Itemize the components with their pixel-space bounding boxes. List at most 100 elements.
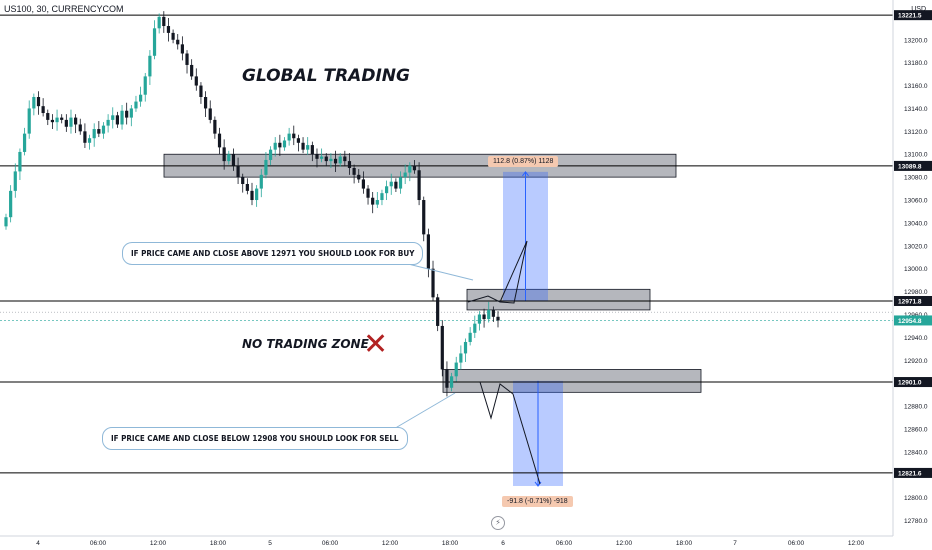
candle-body <box>227 154 231 162</box>
candle-body <box>268 149 273 160</box>
price-tick-label: 12880.0 <box>904 404 928 411</box>
price-tick-label: 12860.0 <box>904 426 928 433</box>
candle-body <box>250 190 254 201</box>
candle-body <box>134 101 138 109</box>
price-axis[interactable]: 12780.012800.012820.012840.012860.012880… <box>892 0 932 550</box>
candle-body <box>315 154 319 159</box>
candle-body <box>273 142 277 150</box>
price-tick-label: 13060.0 <box>904 198 928 205</box>
candle-body <box>111 115 115 120</box>
buy-projection-path <box>467 240 528 304</box>
time-tick-label: 06:00 <box>556 540 573 547</box>
candle-body <box>194 76 198 86</box>
candle-body <box>101 125 106 134</box>
candle-body <box>78 124 82 132</box>
price-tick-label: 13200.0 <box>904 37 928 44</box>
time-axis[interactable]: 4 06:00 12:00 18:00 5 06:00 12:00 18:00 6 06:00 12… <box>0 535 893 547</box>
candle-body <box>236 165 240 178</box>
candle-body <box>129 108 133 118</box>
price-tick-label: 13120.0 <box>904 129 928 136</box>
candle-body <box>36 97 41 107</box>
price-label-text: 12901.0 <box>898 380 922 387</box>
candle-body <box>92 129 96 139</box>
candle-body <box>436 297 440 326</box>
price-tick-label: 12920.0 <box>904 358 928 365</box>
consolidation-zone <box>442 369 702 393</box>
candle-body <box>222 147 226 162</box>
candle-body <box>148 55 152 77</box>
price-tick-label: 12780.0 <box>904 518 928 525</box>
candle-body <box>120 110 124 125</box>
price-tick-label: 13040.0 <box>904 220 928 227</box>
candle-body <box>426 234 430 269</box>
buy-measure-label: 112.8 (0.87%) 1128 <box>488 156 559 167</box>
candle-body <box>69 117 73 127</box>
candle-body <box>143 76 147 95</box>
candle-body <box>139 94 143 102</box>
candle-body <box>338 156 342 164</box>
candle-body <box>403 172 407 178</box>
time-tick-label: 12:00 <box>848 540 865 547</box>
candle-body <box>46 113 50 120</box>
candle-body <box>333 158 338 164</box>
projected-paths <box>391 240 541 485</box>
price-tick-label: 12800.0 <box>904 495 928 502</box>
candle-body <box>496 316 500 321</box>
candle-body <box>287 133 291 141</box>
brand-title: GLOBAL TRADING <box>242 66 410 86</box>
time-tick-label: 06:00 <box>322 540 339 547</box>
candle-body <box>213 119 217 134</box>
time-tick-label: 7 <box>733 540 737 547</box>
candle-body <box>380 193 384 201</box>
candle-body <box>347 161 352 168</box>
candle-body <box>55 117 59 123</box>
sell-callout-pointer <box>391 392 456 431</box>
candle-body <box>445 369 449 388</box>
candle-body <box>125 110 129 118</box>
time-tick-label: 06:00 <box>90 540 107 547</box>
candle-body <box>361 179 365 189</box>
price-axis-bg <box>893 0 932 550</box>
sell-projection-path <box>479 381 541 485</box>
candle-body <box>171 32 175 40</box>
price-tick-label: 13100.0 <box>904 152 928 159</box>
candle-body <box>454 362 458 377</box>
candle-body <box>245 184 249 191</box>
candle-body <box>60 117 64 120</box>
price-tick-label: 13080.0 <box>904 175 928 182</box>
candle-body <box>398 177 403 189</box>
sell-condition-note: IF PRICE CAME AND CLOSE BELOW 12908 YOU … <box>102 427 408 450</box>
candle-body <box>477 314 482 324</box>
sell-measure-label: -91.8 (-0.71%) -918 <box>502 496 573 507</box>
lightning-icon[interactable]: ⚡ <box>491 516 505 530</box>
candle-body <box>449 376 454 388</box>
candle-body <box>366 188 370 198</box>
candle-body <box>9 190 13 218</box>
price-label-text: 13221.5 <box>898 13 922 20</box>
candle-body <box>412 165 417 171</box>
candle-body <box>185 53 189 65</box>
candle-body <box>166 26 171 33</box>
candle-body <box>385 186 389 194</box>
arrow-head-icon <box>522 171 529 177</box>
candle-body <box>190 64 194 77</box>
candle-body <box>176 39 180 45</box>
price-label-tag <box>894 377 932 388</box>
candle-body <box>50 119 55 123</box>
buy-condition-note: IF PRICE CAME AND CLOSE ABOVE 12971 YOU … <box>122 242 424 265</box>
candle-body <box>18 151 22 172</box>
candle-body <box>180 44 184 54</box>
candle-body <box>241 177 245 184</box>
candle-body <box>32 97 36 109</box>
symbol-label[interactable]: US100, 30, CURRENCYCOM <box>4 4 124 14</box>
candle-body <box>296 138 301 143</box>
candle-body <box>87 138 92 143</box>
time-tick-label: 06:00 <box>788 540 805 547</box>
price-label-tag <box>894 160 932 171</box>
candle-body <box>13 171 17 191</box>
candle-body <box>482 314 486 320</box>
candle-body <box>264 159 268 175</box>
candle-body <box>83 131 87 143</box>
horizontal-levels <box>0 14 893 474</box>
